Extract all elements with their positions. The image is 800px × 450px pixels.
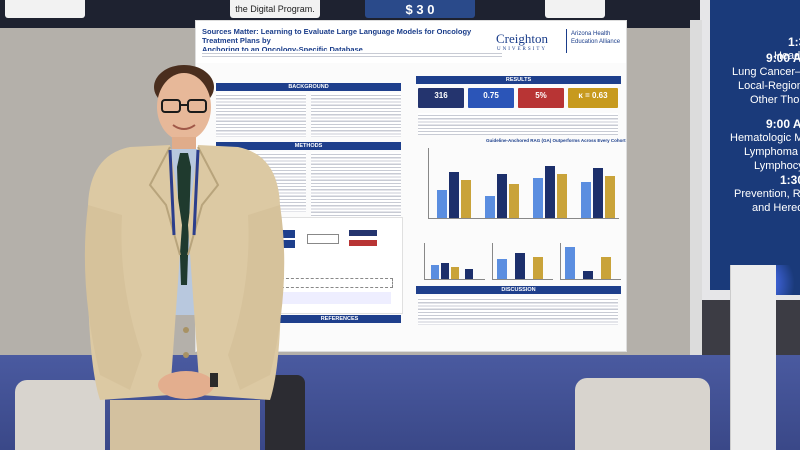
schedule-item-1-time: 1:30 P	[788, 35, 800, 49]
chart-bar	[449, 172, 459, 218]
display-stand	[730, 265, 776, 450]
schedule-item-9-text: and Hered	[752, 202, 800, 214]
chart-bar	[581, 182, 591, 218]
main-bar-chart	[428, 148, 619, 219]
schedule-item-8-time: 1:30 P	[780, 173, 800, 187]
chair-right	[575, 378, 710, 450]
background-section-header: BACKGROUND	[216, 83, 401, 91]
pipeline-diagram	[278, 217, 403, 314]
results-text	[418, 113, 618, 135]
creighton-logo-text: Creighton	[496, 31, 548, 46]
stat-box-1: 316	[418, 88, 464, 108]
small-chart-1	[424, 243, 485, 280]
chart-bar	[593, 168, 603, 218]
top-sign-price: $ 3 0	[365, 0, 475, 18]
top-sign-center-left: the Digital Program.	[230, 0, 320, 18]
poster-header: Sources Matter: Learning to Evaluate Lar…	[196, 21, 626, 63]
discussion-section-header: DISCUSSION	[416, 286, 621, 294]
schedule-banner: 1:30 P Head and N 9:00 AM Lung Cancer—No…	[710, 0, 800, 290]
chart-bar	[461, 180, 471, 218]
poster-title-line2: Anchoring to an Oncology-Specific Databa…	[202, 45, 363, 54]
board-post	[690, 20, 702, 360]
schedule-item-3-text: Local-Regional	[738, 80, 800, 92]
schedule-item-5-time: 9:00 AM	[766, 117, 800, 131]
stat-box-2: 0.75	[468, 88, 514, 108]
chart-bar	[509, 184, 519, 218]
chart-bar	[437, 190, 447, 218]
stat-box-3: 5%	[518, 88, 564, 108]
schedule-item-8-text: Prevention, Risk	[734, 188, 800, 200]
creighton-logo: Creighton UNIVERSITY	[496, 31, 548, 52]
methods-text-right	[311, 152, 401, 217]
schedule-item-1-text: Head and N	[774, 50, 800, 62]
schedule-item-4-text: Other Thora	[750, 94, 800, 106]
chart-bar	[605, 176, 615, 218]
presenter-person	[84, 65, 285, 450]
chart-bar	[497, 174, 507, 218]
stat-box-2-value: 0.75	[483, 91, 499, 100]
methods-section-header: METHODS	[216, 142, 401, 150]
chart-bar	[485, 196, 495, 218]
chart-title: Guideline-Anchored RAG (GA) Outperforms …	[486, 138, 626, 143]
stat-box-4: κ = 0.63	[568, 88, 618, 108]
schedule-item-5-text: Hematologic Ma	[730, 132, 800, 144]
background-text-right	[311, 93, 401, 137]
chart-bar	[545, 166, 555, 218]
partner-logo-line1: Arizona Health	[571, 31, 611, 37]
top-sign-right	[545, 0, 605, 18]
top-sign-left	[5, 0, 85, 18]
discussion-text	[418, 297, 618, 325]
poster-title-line1: Sources Matter: Learning to Evaluate Lar…	[202, 27, 472, 45]
schedule-item-7-text: Lymphocyt	[754, 160, 800, 172]
partner-logo: Arizona Health Education Alliance	[571, 30, 620, 46]
poster-authors	[202, 51, 502, 57]
creighton-logo-subtext: UNIVERSITY	[497, 47, 547, 52]
results-section-header: RESULTS	[416, 76, 621, 84]
stat-box-4-value: κ = 0.63	[578, 91, 608, 100]
logo-separator	[566, 29, 567, 53]
stat-box-1-value: 316	[434, 91, 448, 100]
background-text-left	[216, 93, 306, 137]
schedule-item-2-time: 9:00 AM	[766, 51, 800, 65]
schedule-item-2-text: Lung Cancer—No	[732, 66, 800, 78]
chart-bar	[533, 178, 543, 218]
partner-logo-line2: Education Alliance	[571, 39, 621, 45]
stat-box-3-value: 5%	[535, 91, 547, 100]
chair-left	[15, 380, 105, 450]
poster-title: Sources Matter: Learning to Evaluate Lar…	[202, 27, 502, 54]
small-chart-3	[560, 243, 621, 280]
chart-bar	[557, 174, 567, 218]
small-chart-2	[492, 243, 553, 280]
references-section-header: REFERENCES	[278, 315, 401, 323]
schedule-item-6-text: Lymphoma a	[744, 146, 800, 158]
